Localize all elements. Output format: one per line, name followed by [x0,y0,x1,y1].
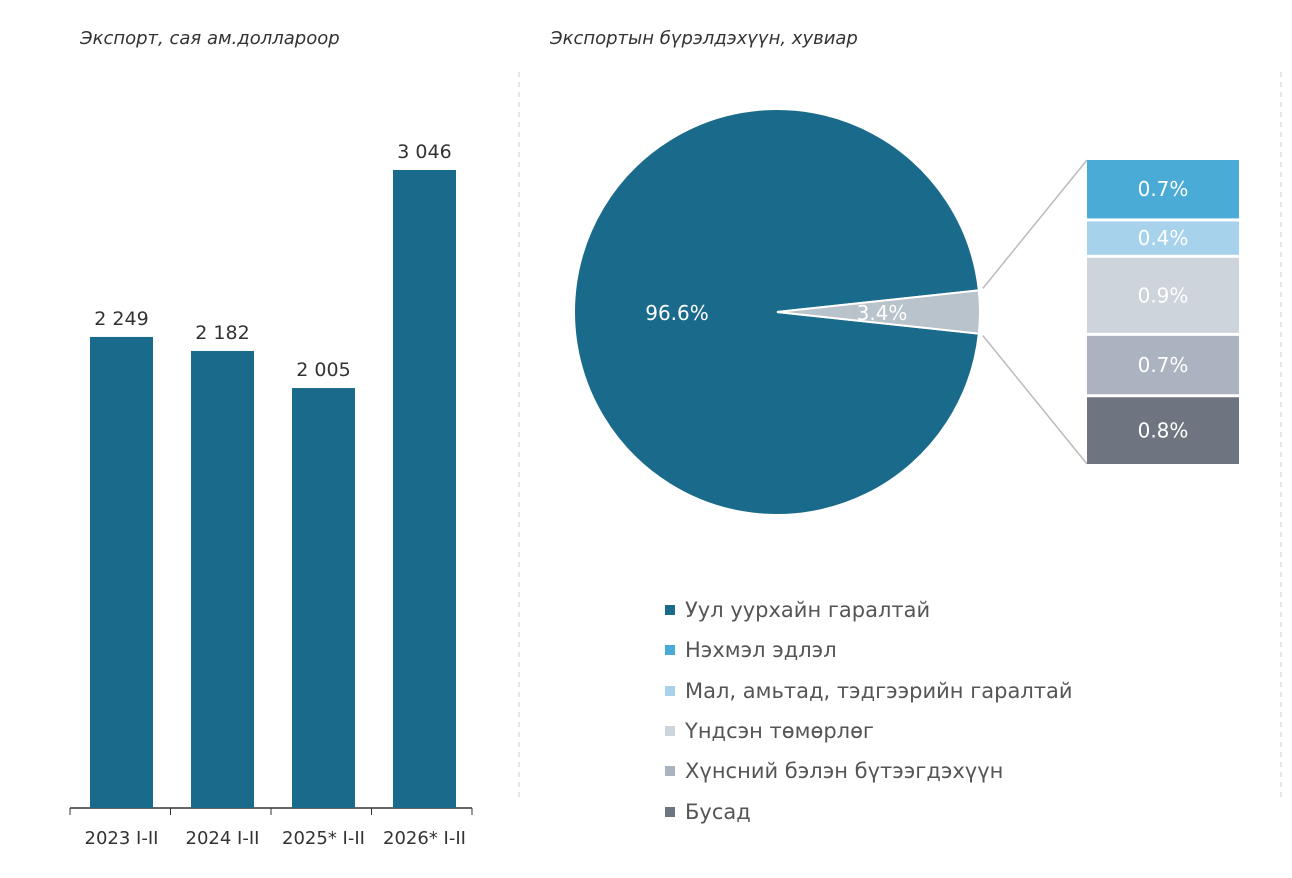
pie-label-main: 96.6% [645,301,709,325]
breakdown-label: 0.9% [1138,283,1189,307]
bar-data-label: 2 005 [296,359,350,381]
connector-line-top [982,159,1088,289]
legend-label: Нэхмэл эдлэл [685,638,837,663]
bar [191,350,254,808]
breakdown-segment [1087,221,1239,255]
breakdown-segment [1087,397,1239,464]
x-tick-label: 2024 I-II [186,828,260,849]
legend-label: Уул уурхайн гаралтай [685,598,931,623]
bar [292,388,355,808]
breakdown-label: 0.4% [1138,226,1189,250]
legend-label: Үндсэн төмөрлөг [685,719,874,744]
breakdown-label: 0.7% [1138,177,1189,201]
legend-swatch [665,726,675,737]
legend-swatch [665,685,675,696]
bar-data-label: 3 046 [397,141,451,163]
connector-line-bottom [982,335,1088,465]
breakdown-segment [1087,160,1239,219]
bar [393,170,456,808]
pie-slice-mining [573,108,980,516]
pie-label-small: 3.4% [857,301,908,325]
bar [90,336,153,808]
legend-swatch [665,645,675,656]
legend-item: Нэхмэл эдлэл [665,630,1073,670]
pie-slice-other [776,289,981,335]
breakdown-segment [1087,257,1239,333]
legend-item: Уул уурхайн гаралтай [665,590,1073,630]
legend-swatch [665,605,675,616]
legend-item: Хүнсний бэлэн бүтээгдэхүүн [665,751,1073,791]
bar-chart-title: Экспорт, сая ам.доллароор [80,28,340,49]
x-tick-label: 2025* I-II [282,828,365,849]
bar-data-label: 2 182 [195,322,249,344]
bar-data-label: 2 249 [94,308,148,330]
x-tick-label: 2023 I-II [85,828,159,849]
legend-item: Мал, амьтад, тэдгээрийн гаралтай [665,671,1073,711]
pie-chart-title: Экспортын бүрэлдэхүүн, хувиар [550,28,858,49]
breakdown-label: 0.7% [1138,353,1189,377]
breakdown-segment [1087,335,1239,395]
legend-swatch [665,766,675,777]
breakdown-label: 0.8% [1138,419,1189,443]
pie-legend: Уул уурхайн гаралтай Нэхмэл эдлэл Мал, амь… [665,590,1073,832]
x-tick-label: 2026* I-II [383,828,466,849]
legend-item: Бусад [665,791,1073,831]
legend-label: Бусад [685,799,751,824]
legend-swatch [665,806,675,817]
legend-label: Хүнсний бэлэн бүтээгдэхүүн [685,759,1004,784]
legend-label: Мал, амьтад, тэдгээрийн гаралтай [685,678,1073,703]
legend-item: Үндсэн төмөрлөг [665,711,1073,751]
